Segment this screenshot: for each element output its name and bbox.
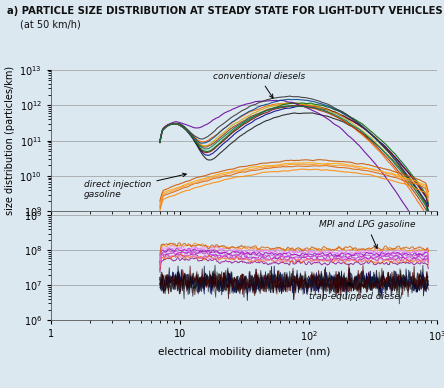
Text: conventional diesels: conventional diesels	[213, 72, 305, 98]
Text: MPI and LPG gasoline: MPI and LPG gasoline	[319, 220, 415, 248]
Text: trap-equipped diesel: trap-equipped diesel	[309, 282, 402, 301]
Y-axis label: size distribution (particles/km): size distribution (particles/km)	[5, 66, 15, 215]
X-axis label: electrical mobility diameter (nm): electrical mobility diameter (nm)	[158, 347, 330, 357]
Text: direct injection
gasoline: direct injection gasoline	[84, 173, 186, 199]
Text: a) PARTICLE SIZE DISTRIBUTION AT STEADY STATE FOR LIGHT-DUTY VEHICLES: a) PARTICLE SIZE DISTRIBUTION AT STEADY …	[7, 6, 442, 16]
Text: (at 50 km/h): (at 50 km/h)	[20, 19, 81, 29]
